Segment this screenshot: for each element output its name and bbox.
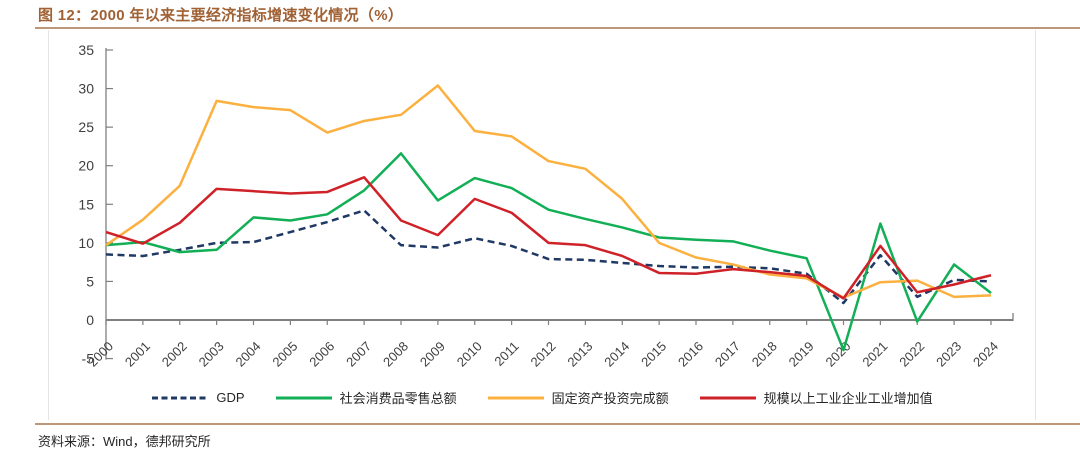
- svg-text:2007: 2007: [343, 339, 374, 370]
- chart-container: 35 30 25 20 15 10 5 0 -5 2000 2001 2002 2003 2004 2005…: [48, 30, 1036, 420]
- svg-text:2016: 2016: [675, 339, 706, 370]
- industrial-value-added-line-swatch: [699, 396, 756, 399]
- svg-text:2019: 2019: [786, 339, 817, 370]
- legend-item-retail-sales: 社会消费品零售总额: [275, 388, 457, 407]
- svg-text:2004: 2004: [233, 339, 264, 370]
- svg-text:30: 30: [78, 81, 94, 97]
- legend-label-fixed-asset-investment: 固定资产投资完成额: [551, 391, 669, 406]
- legend-item-industrial-value-added: 规模以上工业企业工业增加值: [699, 388, 933, 407]
- title-divider: [35, 27, 1080, 29]
- svg-text:2015: 2015: [638, 339, 669, 370]
- retail-sales-line-swatch: [275, 396, 332, 399]
- svg-text:2024: 2024: [970, 339, 1001, 370]
- svg-text:2012: 2012: [528, 339, 559, 370]
- svg-text:2001: 2001: [122, 339, 153, 370]
- svg-text:2000: 2000: [85, 339, 116, 370]
- svg-text:2003: 2003: [196, 339, 227, 370]
- legend-label-retail-sales: 社会消费品零售总额: [339, 391, 457, 406]
- svg-text:20: 20: [78, 158, 94, 174]
- svg-text:2018: 2018: [749, 339, 780, 370]
- legend-label-industrial-value-added: 规模以上工业企业工业增加值: [763, 391, 933, 406]
- svg-text:25: 25: [78, 119, 94, 135]
- svg-text:2002: 2002: [159, 339, 190, 370]
- svg-text:2008: 2008: [380, 339, 411, 370]
- legend-label-gdp: GDP: [216, 390, 245, 405]
- svg-text:2009: 2009: [417, 339, 448, 370]
- legend-item-gdp: GDP: [151, 390, 245, 405]
- svg-text:2023: 2023: [933, 339, 964, 370]
- svg-text:2010: 2010: [454, 339, 485, 370]
- svg-text:2021: 2021: [859, 339, 890, 370]
- svg-text:35: 35: [78, 42, 94, 58]
- svg-text:15: 15: [78, 196, 94, 212]
- source-note: 资料来源：Wind，德邦研究所: [38, 434, 211, 449]
- svg-text:5: 5: [86, 273, 94, 289]
- chart-legend: GDP 社会消费品零售总额 固定资产投资完成额 规模以上工业企业工业增加值: [49, 388, 1035, 407]
- svg-text:2011: 2011: [491, 339, 521, 369]
- source-divider: [35, 423, 1080, 425]
- legend-item-fixed-asset-investment: 固定资产投资完成额: [487, 388, 669, 407]
- svg-text:2020: 2020: [823, 339, 854, 370]
- svg-text:2017: 2017: [712, 339, 743, 370]
- svg-text:0: 0: [86, 312, 94, 328]
- svg-text:2006: 2006: [306, 339, 337, 370]
- gdp-line-swatch: [152, 396, 209, 399]
- svg-text:-5: -5: [82, 351, 95, 367]
- svg-text:2022: 2022: [896, 339, 927, 370]
- svg-text:2014: 2014: [601, 339, 632, 370]
- svg-text:2013: 2013: [564, 339, 595, 370]
- fixed-asset-investment-line-swatch: [487, 396, 544, 399]
- svg-text:10: 10: [78, 235, 94, 251]
- svg-text:2005: 2005: [269, 339, 300, 370]
- figure-title: 图 12：2000 年以来主要经济指标增速变化情况（%）: [38, 7, 404, 24]
